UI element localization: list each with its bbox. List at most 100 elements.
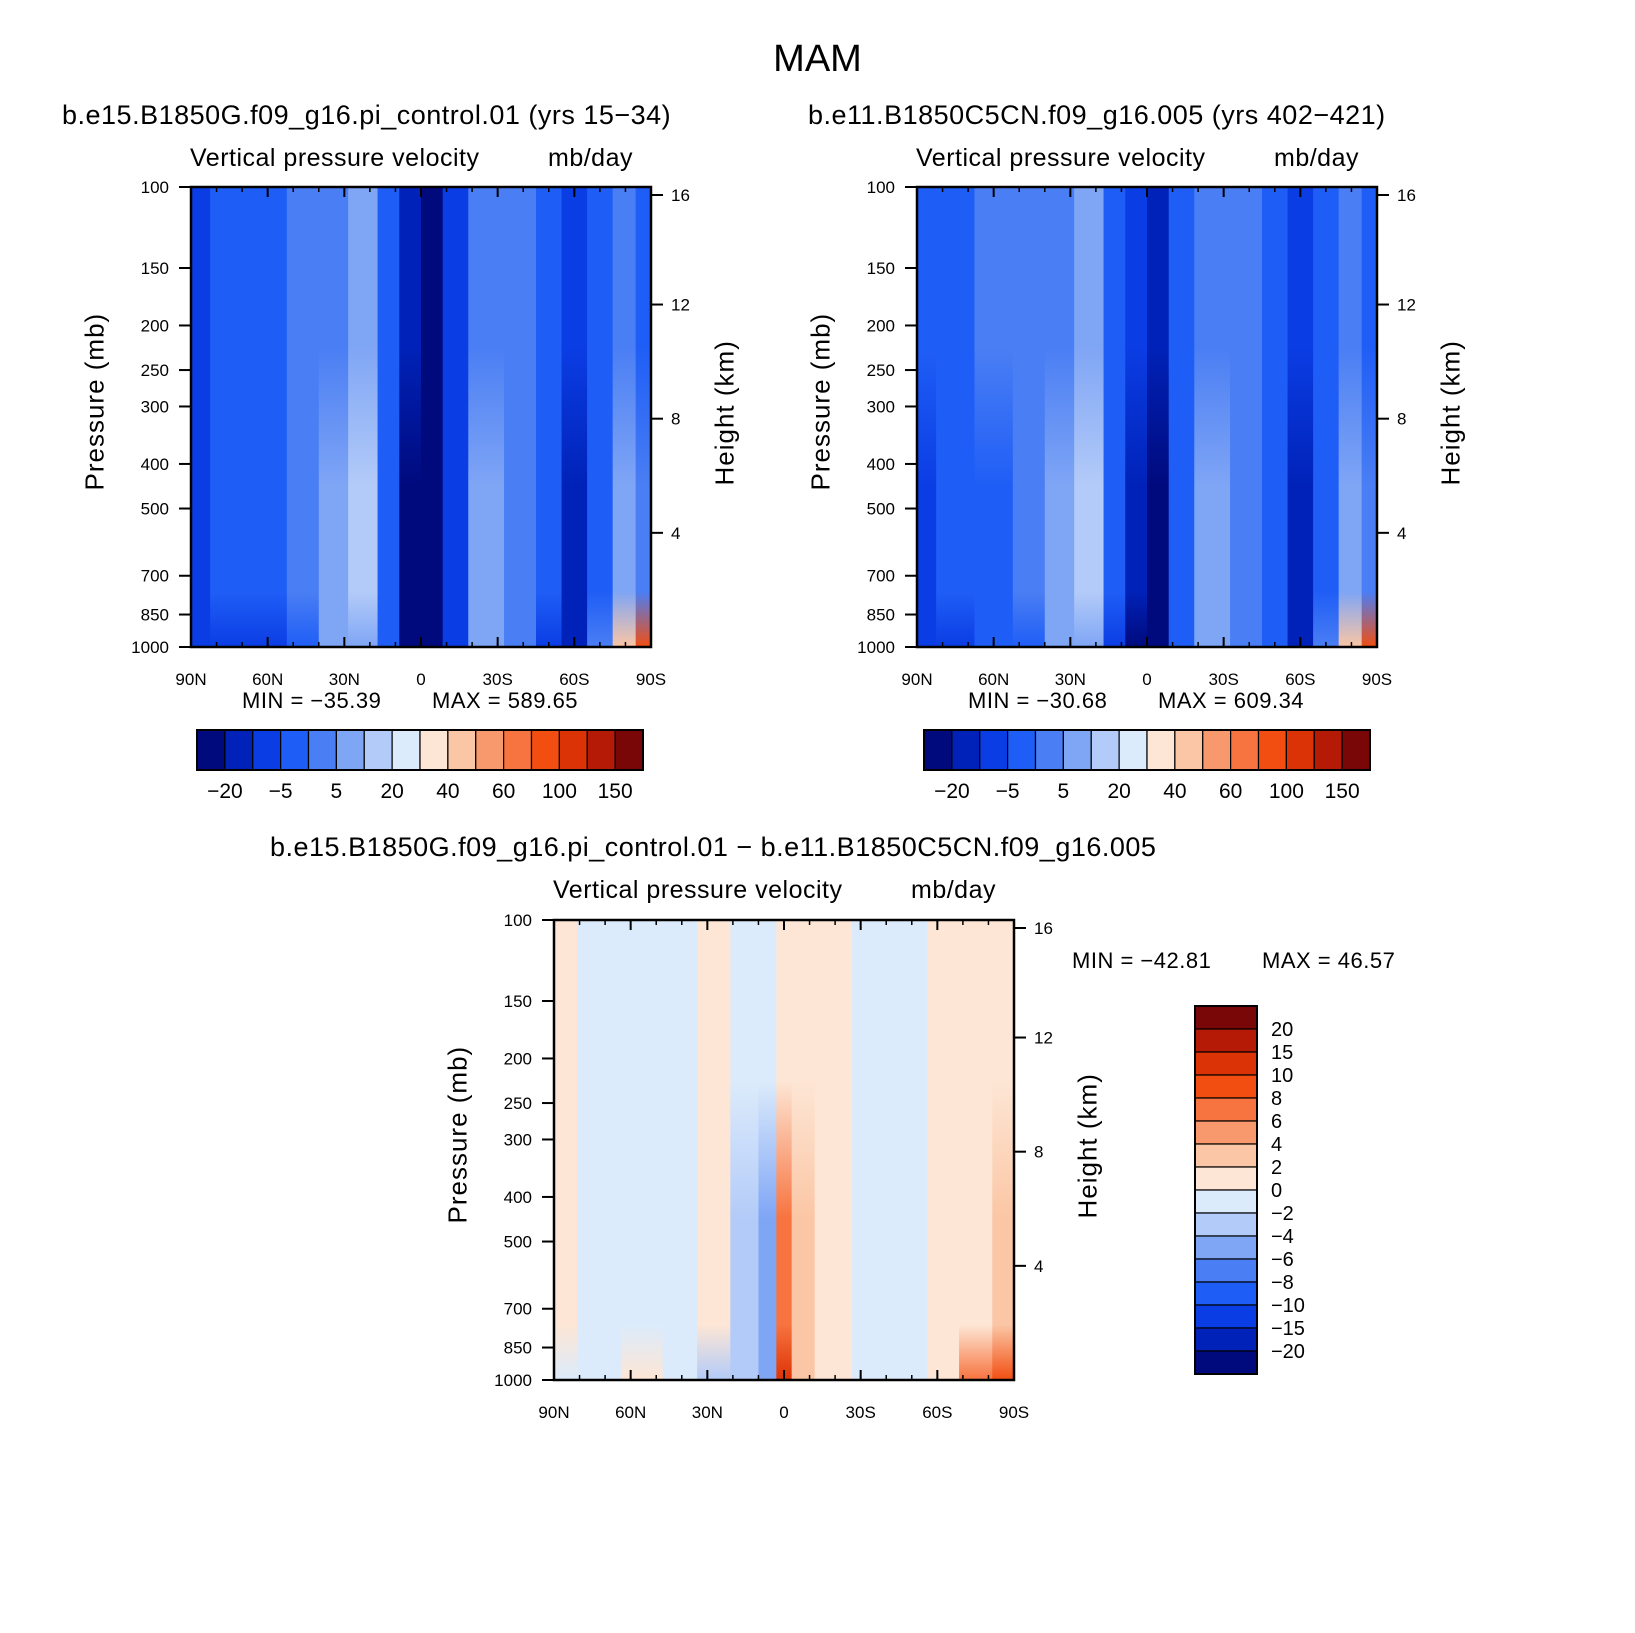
p1-colorbar-frame xyxy=(196,729,644,771)
p2-ytick-label: 300 xyxy=(867,397,895,416)
p3-field-column xyxy=(927,920,960,1380)
p2-height-tick-label: 12 xyxy=(1397,296,1416,315)
p2-xtick-label: 90S xyxy=(1362,670,1392,689)
p3-field-column xyxy=(992,920,1014,1380)
p2-xtick-label: 0 xyxy=(1142,670,1151,689)
p3-colorbar-label: −4 xyxy=(1271,1226,1294,1248)
p2-ytick-label: 850 xyxy=(867,606,895,625)
p3-colorbar-swatch xyxy=(1194,1120,1258,1145)
p2-colorbar-label: 5 xyxy=(1058,780,1070,803)
p3-xtick-label: 30S xyxy=(846,1403,876,1422)
p3-ytick-label: 250 xyxy=(504,1094,532,1113)
p3-field-column xyxy=(730,920,760,1380)
p3-xtick-label: 90S xyxy=(999,1403,1029,1422)
p3-colorbar-label: −10 xyxy=(1271,1295,1305,1317)
p3-xtick-label: 60S xyxy=(922,1403,952,1422)
panel2-units: mb/day xyxy=(1274,144,1359,172)
panel3-units: mb/day xyxy=(911,876,996,904)
p3-colorbar-swatch xyxy=(1194,1051,1258,1076)
p3-xtick-label: 30N xyxy=(692,1403,723,1422)
p2-colorbar-swatch xyxy=(1257,729,1287,771)
p3-height-tick-label: 16 xyxy=(1034,919,1053,938)
p2-ytick-label: 150 xyxy=(867,259,895,278)
p2-colorbar-label: 40 xyxy=(1163,780,1186,803)
p2-colorbar-label: 100 xyxy=(1269,780,1304,803)
p3-colorbar-label: 10 xyxy=(1271,1065,1293,1087)
p1-ytick-label: 150 xyxy=(141,259,169,278)
p1-field-column xyxy=(504,187,537,647)
p3-field-column xyxy=(776,920,793,1380)
panel1-min-label: MIN = −35.39 xyxy=(242,688,382,713)
p1-colorbar-swatch xyxy=(335,729,365,771)
p1-colorbar-label: 5 xyxy=(331,780,343,803)
p3-field-column xyxy=(621,920,664,1380)
p2-colorbar-swatch xyxy=(1285,729,1315,771)
p2-colorbar-swatch xyxy=(1118,729,1148,771)
p1-colorbar-swatch xyxy=(447,729,477,771)
p3-ytick-label: 200 xyxy=(504,1049,532,1068)
p2-colorbar-swatch xyxy=(1090,729,1120,771)
figure-title: MAM xyxy=(773,38,862,80)
p3-colorbar-swatch xyxy=(1194,1166,1258,1191)
p2-colorbar-label: 60 xyxy=(1219,780,1242,803)
p2-colorbar: −20 −5 5 20 40 60 100 150 xyxy=(923,729,1371,803)
p3-colorbar-label: 15 xyxy=(1271,1042,1293,1064)
p3-colorbar-swatch xyxy=(1194,1350,1258,1375)
p3-colorbar-label: 4 xyxy=(1271,1134,1282,1156)
p2-field-column xyxy=(1313,187,1340,647)
p3-colorbar-label: −6 xyxy=(1271,1249,1294,1271)
p3-colorbar-label: 2 xyxy=(1271,1157,1282,1179)
p2-colorbar-label: 150 xyxy=(1325,780,1360,803)
p2-xtick-label: 60S xyxy=(1285,670,1315,689)
p3-xtick-label: 60N xyxy=(615,1403,646,1422)
p2-field-column xyxy=(1168,187,1195,647)
p3-colorbar-label: −2 xyxy=(1271,1203,1294,1225)
p1-colorbar-swatch xyxy=(530,729,560,771)
p2-colorbar-swatch xyxy=(1146,729,1176,771)
p3-ytick-label: 700 xyxy=(504,1300,532,1319)
p1-colorbar-swatch xyxy=(280,729,310,771)
p1-xtick-label: 0 xyxy=(416,670,425,689)
p2-colorbar-swatch xyxy=(923,729,953,771)
p1-field-column xyxy=(612,187,637,647)
p1-colorbar-swatch xyxy=(252,729,282,771)
p3-ytick-label: 850 xyxy=(504,1339,532,1358)
p2-height-tick-label: 16 xyxy=(1397,186,1416,205)
p3-colorbar-label: −20 xyxy=(1271,1341,1305,1363)
p1-ytick-label: 400 xyxy=(141,455,169,474)
p2-height-tick-label: 4 xyxy=(1397,524,1406,543)
p3-field xyxy=(554,920,1014,1380)
p3-colorbar-swatch xyxy=(1194,1074,1258,1099)
p1-colorbar-swatch xyxy=(503,729,533,771)
p1-field xyxy=(191,187,651,647)
p2-ytick-label: 500 xyxy=(867,500,895,519)
p1-ytick-label: 500 xyxy=(141,500,169,519)
p1-colorbar-label: −20 xyxy=(207,780,243,803)
p1-field-column xyxy=(468,187,505,647)
p1-colorbar-swatch xyxy=(196,729,226,771)
p1-field-column xyxy=(635,187,651,647)
p2-ytick-label: 250 xyxy=(867,361,895,380)
panel2-variable-title: Vertical pressure velocity xyxy=(916,144,1206,172)
panel3-title: b.e15.B1850G.f09_g16.pi_control.01 − b.e… xyxy=(270,832,1157,862)
p1-colorbar-swatch xyxy=(391,729,421,771)
p3-colorbar-label: 6 xyxy=(1271,1111,1282,1133)
p2-field-column xyxy=(917,187,937,647)
panel3-variable-title: Vertical pressure velocity xyxy=(553,876,843,904)
p2-colorbar-frame xyxy=(923,729,1371,771)
p2-field-column xyxy=(1287,187,1314,647)
p3-colorbar-swatch xyxy=(1194,1327,1258,1352)
p3-colorbar-swatch xyxy=(1194,1258,1258,1283)
p1-height-tick-label: 16 xyxy=(671,186,690,205)
p1-field-column xyxy=(442,187,469,647)
p2-ytick-label: 1000 xyxy=(857,638,895,657)
p1-height-tick-label: 8 xyxy=(671,410,680,429)
panel1-title: b.e15.B1850G.f09_g16.pi_control.01 (yrs … xyxy=(62,100,672,130)
p2-field-column xyxy=(1044,187,1075,647)
p1-ytick-label: 1000 xyxy=(131,638,169,657)
p3-colorbar-swatch xyxy=(1194,1028,1258,1053)
p3-field-column xyxy=(758,920,777,1380)
p1-colorbar-swatch xyxy=(419,729,449,771)
